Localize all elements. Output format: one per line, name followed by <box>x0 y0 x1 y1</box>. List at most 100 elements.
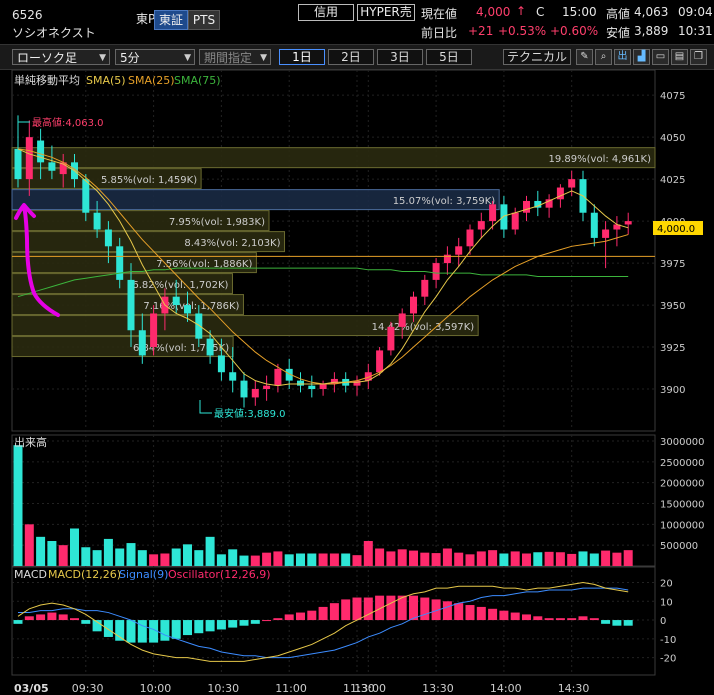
change-value: +21 <box>468 24 494 38</box>
candles <box>14 115 632 408</box>
macd-ytick: 0 <box>660 616 666 627</box>
technical-button[interactable]: テクニカル <box>503 49 571 65</box>
pencil-icon[interactable]: ✎ <box>576 49 593 65</box>
oscillator-bar <box>58 614 68 621</box>
volume-ytick: 1000000 <box>660 520 705 531</box>
current-price: 4,000 <box>476 5 511 19</box>
oscillator-bar <box>47 612 57 621</box>
candle-body <box>602 229 610 238</box>
oscillator-bar <box>409 595 418 621</box>
period-1d-button[interactable]: 1日 <box>279 49 325 65</box>
chart-area: 19.89%(vol: 4,961K) 5.85%(vol: 1,459K) 15.… <box>11 69 705 695</box>
oscillator-bar <box>431 599 441 621</box>
volume-bars <box>13 445 633 566</box>
candle-body <box>523 200 530 213</box>
volume-profile-bar <box>11 336 234 358</box>
volume-bar <box>442 548 452 566</box>
oscillator-bar <box>589 618 599 621</box>
chart-style-icon[interactable]: ▟ <box>633 49 650 65</box>
output-icon[interactable]: 出 <box>614 49 631 65</box>
x-tick: 09:30 <box>72 682 104 695</box>
folder-icon[interactable]: ▭ <box>652 49 669 65</box>
x-tick: 10:30 <box>207 682 239 695</box>
tab-pts[interactable]: PTS <box>188 10 220 30</box>
interval-value: 5分 <box>120 51 140 65</box>
volume-bar <box>194 550 204 566</box>
tab-tosho[interactable]: 東証 <box>154 10 188 30</box>
chart-type-select[interactable]: ローソク足 ▼ <box>12 49 110 65</box>
volume-bar <box>171 548 181 566</box>
candle-body <box>263 385 271 390</box>
oscillator-bar <box>601 620 611 624</box>
signal-legend: Signal(9) <box>119 568 168 581</box>
volume-bar <box>228 549 238 566</box>
period-2d-button[interactable]: 2日 <box>328 49 374 65</box>
volume-ytick: 500000 <box>660 541 698 552</box>
copy-icon[interactable]: ❐ <box>690 49 707 65</box>
sma75-line <box>17 267 629 298</box>
date-label: 03/05 <box>14 682 49 695</box>
oscillator-bar <box>250 620 260 624</box>
volume-bar <box>352 555 362 566</box>
candle-body <box>138 330 146 356</box>
volume-profile-label: 6.84%(vol: 1,705K) <box>133 343 229 354</box>
volume-bar <box>307 553 317 566</box>
x-tick: 13:30 <box>422 682 454 695</box>
volume-profile-label: 19.89%(vol: 4,961K) <box>549 154 652 165</box>
volume-ytick: 2000000 <box>660 479 705 490</box>
oscillator-bar <box>623 620 633 626</box>
volume-bar <box>533 552 543 566</box>
low-annotation: 最安値:3,889.0 <box>214 407 286 420</box>
oscillator-bar <box>522 614 531 621</box>
candle-body <box>364 372 372 381</box>
chevron-down-icon: ▼ <box>260 53 267 63</box>
oscillator-bar <box>329 603 339 621</box>
volume-bar <box>216 554 226 566</box>
price-label: 現在値 <box>421 7 458 21</box>
macd-ytick: -20 <box>660 654 676 665</box>
candle-body <box>240 380 248 398</box>
sma25-legend: SMA(25) <box>128 74 175 87</box>
shinyo-button[interactable]: 信用 <box>298 4 354 21</box>
period-range-placeholder: 期間指定 <box>204 51 253 65</box>
volume-bar <box>329 553 339 566</box>
oscillator-legend: Oscillator(12,26,9) <box>168 568 270 581</box>
oscillator-bar <box>149 620 159 643</box>
save-icon[interactable]: ▤ <box>671 49 688 65</box>
oscillator-bar <box>341 599 351 621</box>
oscillator-bar <box>70 618 79 621</box>
macd-ytick: -10 <box>660 635 676 646</box>
x-tick: 10:00 <box>140 682 172 695</box>
candle-body <box>229 372 237 381</box>
volume-profile-label: 8.43%(vol: 2,103K) <box>184 238 280 249</box>
volume-bar <box>420 552 430 566</box>
candle-body <box>93 212 101 230</box>
candle-body <box>613 224 621 230</box>
period-5d-button[interactable]: 5日 <box>426 49 472 65</box>
candle-body <box>376 350 384 373</box>
oscillator-bar <box>284 614 294 621</box>
candle-body <box>568 179 576 188</box>
volume-profile-label: 7.16%(vol: 1,786K) <box>143 301 239 312</box>
zoom-icon[interactable]: ⌕ <box>595 49 612 65</box>
price-up-arrow-icon: ↑ <box>516 4 527 18</box>
candle-body <box>466 229 474 247</box>
hyper-sell-button[interactable]: HYPER売 <box>357 4 415 21</box>
candle-body <box>455 246 463 255</box>
oscillator-bar <box>612 620 622 626</box>
oscillator-bar <box>499 610 509 621</box>
oscillator-bar <box>375 595 385 621</box>
volume-bar <box>273 551 283 566</box>
interval-select[interactable]: 5分 ▼ <box>115 49 195 65</box>
period-3d-button[interactable]: 3日 <box>377 49 423 65</box>
volume-profile: 19.89%(vol: 4,961K) 5.85%(vol: 1,459K) 15.… <box>11 147 656 358</box>
candle-body <box>398 313 406 327</box>
oscillator-bar <box>137 620 147 643</box>
volume-bar <box>250 555 260 566</box>
oscillator-bar <box>216 620 226 630</box>
price-flag: C <box>536 5 545 19</box>
volume-ytick: 3000000 <box>660 437 705 448</box>
oscillator-bar <box>555 618 565 621</box>
period-range-select[interactable]: 期間指定 ▼ <box>199 49 271 65</box>
volume-bar <box>386 551 396 566</box>
